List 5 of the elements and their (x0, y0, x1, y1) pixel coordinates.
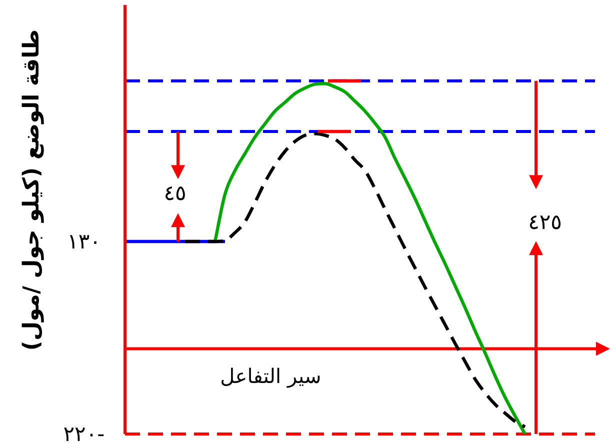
annotation: ٤٥ (164, 181, 186, 206)
y-axis-title: طاقة الوضع (كيلو جول /مول) (20, 29, 44, 351)
annotation: ٤٢٥ (528, 210, 562, 234)
y-tick-label: -٢٢٠ (63, 422, 105, 443)
y-tick-label: ١٣٠ (67, 230, 101, 254)
